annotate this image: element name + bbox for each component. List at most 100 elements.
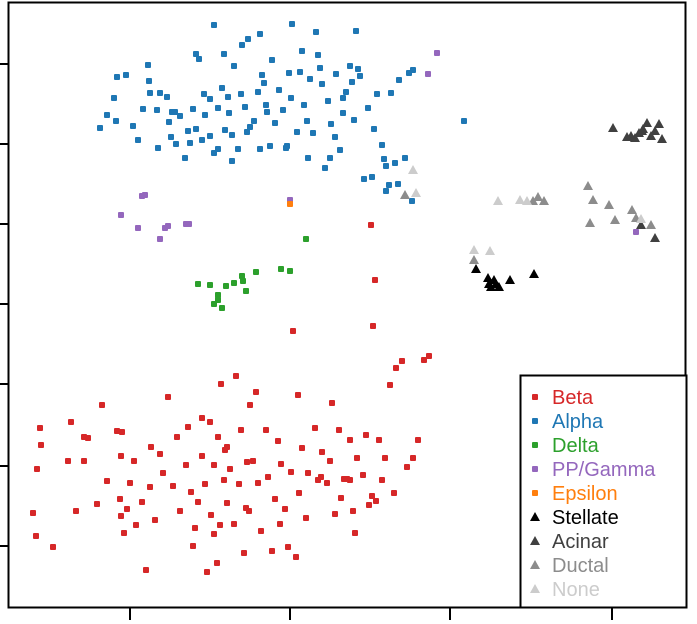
point-ductal-9 xyxy=(610,215,620,224)
legend-box xyxy=(519,374,688,609)
legend-label-epsilon: Epsilon xyxy=(552,483,618,505)
point-beta-82 xyxy=(336,427,342,433)
point-beta-124 xyxy=(369,493,375,499)
point-alpha-105 xyxy=(409,198,415,204)
point-alpha-69 xyxy=(357,73,363,79)
point-beta-59 xyxy=(255,480,261,486)
legend-label-alpha: Alpha xyxy=(552,411,604,433)
point-alpha-86 xyxy=(145,62,151,68)
point-beta-96 xyxy=(391,490,397,496)
point-beta-53 xyxy=(238,427,244,433)
point-alpha-53 xyxy=(301,102,307,108)
point-alpha-18 xyxy=(190,106,196,112)
point-beta-76 xyxy=(312,425,318,431)
point-beta-80 xyxy=(327,458,333,464)
point-alpha-44 xyxy=(269,57,275,63)
point-beta-27 xyxy=(170,483,176,489)
point-beta-16 xyxy=(131,458,137,464)
point-beta-89 xyxy=(366,502,372,508)
point-delta-4 xyxy=(219,305,225,311)
point-beta-26 xyxy=(165,394,171,400)
point-beta-64 xyxy=(272,496,278,502)
legend-marker-beta xyxy=(532,394,538,400)
point-beta-14 xyxy=(118,453,124,459)
point-alpha-52 xyxy=(297,69,303,75)
point-alpha-64 xyxy=(340,110,346,116)
point-alpha-80 xyxy=(402,155,408,161)
marks-layer xyxy=(30,21,667,575)
point-alpha-33 xyxy=(238,91,244,97)
point-beta-109 xyxy=(119,429,125,435)
point-none-7 xyxy=(636,214,646,223)
point-pp-gamma-8 xyxy=(186,221,192,227)
point-beta-71 xyxy=(295,392,301,398)
point-beta-42 xyxy=(211,531,217,537)
point-acinar-10 xyxy=(657,134,667,143)
point-alpha-2 xyxy=(114,74,120,80)
point-acinar-12 xyxy=(650,233,660,242)
point-pp-gamma-10 xyxy=(425,71,431,77)
point-alpha-98 xyxy=(313,29,319,35)
point-beta-112 xyxy=(222,447,228,453)
point-alpha-78 xyxy=(392,160,398,166)
point-beta-0 xyxy=(30,510,36,516)
point-alpha-108 xyxy=(221,51,227,57)
point-acinar-11 xyxy=(637,126,647,135)
point-beta-62 xyxy=(265,474,271,480)
point-alpha-42 xyxy=(264,109,270,115)
point-alpha-22 xyxy=(202,112,208,118)
point-delta-7 xyxy=(239,273,245,279)
point-alpha-34 xyxy=(239,42,245,48)
point-beta-32 xyxy=(188,489,194,495)
point-beta-94 xyxy=(382,455,388,461)
point-beta-28 xyxy=(174,434,180,440)
point-alpha-93 xyxy=(245,36,251,42)
point-alpha-70 xyxy=(361,176,367,182)
point-delta-12 xyxy=(287,268,293,274)
point-beta-6 xyxy=(73,508,79,514)
point-beta-100 xyxy=(410,455,416,461)
point-alpha-20 xyxy=(196,56,202,62)
point-alpha-17 xyxy=(187,140,193,146)
point-ductal-3 xyxy=(533,192,543,201)
plot-frame xyxy=(7,1,687,609)
point-pp-gamma-1 xyxy=(135,225,141,231)
point-beta-81 xyxy=(332,511,338,517)
point-pp-gamma-11 xyxy=(434,50,440,56)
legend-marker-delta xyxy=(532,442,538,448)
point-alpha-112 xyxy=(351,117,357,123)
point-alpha-89 xyxy=(173,141,179,147)
point-beta-30 xyxy=(183,462,189,468)
point-delta-8 xyxy=(240,278,246,284)
point-alpha-49 xyxy=(286,70,292,76)
point-alpha-58 xyxy=(319,81,325,87)
point-beta-116 xyxy=(293,554,299,560)
point-beta-2 xyxy=(34,466,40,472)
point-alpha-5 xyxy=(135,137,141,143)
legend-label-pp-gamma: PP/Gamma xyxy=(552,459,656,481)
point-beta-104 xyxy=(37,425,43,431)
point-beta-111 xyxy=(217,522,223,528)
point-alpha-62 xyxy=(333,71,339,77)
point-alpha-66 xyxy=(347,63,353,69)
point-beta-73 xyxy=(299,445,305,451)
point-beta-22 xyxy=(147,484,153,490)
point-beta-7 xyxy=(81,458,87,464)
point-stellate-3 xyxy=(486,282,496,291)
point-beta-102 xyxy=(421,357,427,363)
point-beta-123 xyxy=(368,222,374,228)
point-beta-78 xyxy=(319,449,325,455)
point-alpha-67 xyxy=(349,79,355,85)
point-beta-44 xyxy=(214,560,220,566)
point-alpha-74 xyxy=(379,142,385,148)
legend-marker-alpha xyxy=(532,418,538,424)
point-stellate-7 xyxy=(505,275,515,284)
point-beta-68 xyxy=(285,544,291,550)
point-beta-86 xyxy=(350,508,356,514)
point-alpha-39 xyxy=(255,89,261,95)
point-ductal-8 xyxy=(604,200,614,209)
point-beta-29 xyxy=(177,508,183,514)
point-acinar-0 xyxy=(608,123,618,132)
point-alpha-87 xyxy=(155,145,161,151)
point-alpha-35 xyxy=(242,104,248,110)
